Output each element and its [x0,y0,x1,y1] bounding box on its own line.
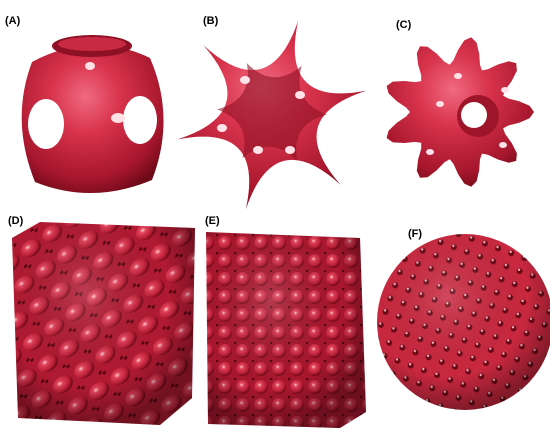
surface-a [21,35,164,194]
panel-label: (B) [203,15,219,27]
surface-e-shade [206,232,366,428]
panel-label: (E) [205,215,220,227]
highlight [295,91,305,99]
highlight [253,146,263,154]
highlight [436,101,444,107]
surface-c-hole [461,102,487,128]
highlight [217,124,227,132]
surface-b [177,20,367,210]
surface-d-shade [12,222,195,425]
highlight [240,76,250,84]
panel-label: (A) [5,15,21,27]
highlight [454,73,462,79]
surface-b-inner [217,63,327,161]
panel-label: (D) [8,215,24,227]
surface-c [386,37,534,187]
panel-label: (C) [396,19,412,31]
surface-f-shade [377,234,550,410]
highlight [426,149,434,155]
highlight [499,142,507,148]
highlight [285,146,295,154]
panel-label: (F) [408,228,422,240]
highlight [501,87,509,93]
